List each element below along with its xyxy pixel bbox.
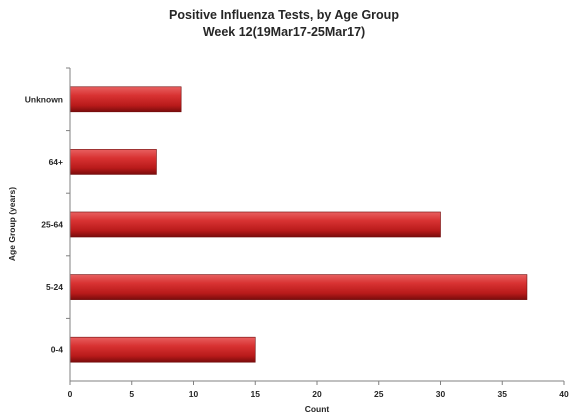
- x-tick-label: 15: [251, 389, 261, 399]
- x-ticks-layer: 0 5 10 15 20 25 30 35 40: [68, 381, 569, 399]
- y-tick-label: 25-64: [41, 220, 63, 230]
- bar-64-: [69, 149, 157, 175]
- y-axis-title: Age Group (years): [7, 187, 17, 261]
- y-tick-label: 64+: [49, 157, 63, 167]
- bar-unknown: [69, 86, 182, 113]
- bar-0-4: [69, 336, 256, 363]
- y-labels-layer: Unknown 64+ 25-64 5-24 0-4: [25, 67, 70, 355]
- y-tick-label: 0-4: [51, 345, 64, 355]
- x-tick-label: 0: [68, 389, 73, 399]
- x-tick-label: 10: [189, 389, 199, 399]
- y-tick-label: 5-24: [46, 282, 63, 292]
- x-tick-label: 25: [374, 389, 384, 399]
- x-axis-title: Count: [305, 404, 330, 414]
- x-tick-label: 35: [498, 389, 508, 399]
- chart-title-line-1: Positive Influenza Tests, by Age Group: [169, 8, 399, 22]
- chart-title-line-2: Week 12(19Mar17-25Mar17): [203, 25, 365, 39]
- bar-5-24: [69, 274, 528, 300]
- bar-25-64: [69, 211, 441, 238]
- bars-layer: [69, 86, 528, 363]
- y-tick-label: Unknown: [25, 94, 63, 104]
- x-tick-label: 40: [559, 389, 569, 399]
- x-tick-label: 5: [129, 389, 134, 399]
- x-tick-label: 30: [436, 389, 446, 399]
- x-tick-label: 20: [312, 389, 322, 399]
